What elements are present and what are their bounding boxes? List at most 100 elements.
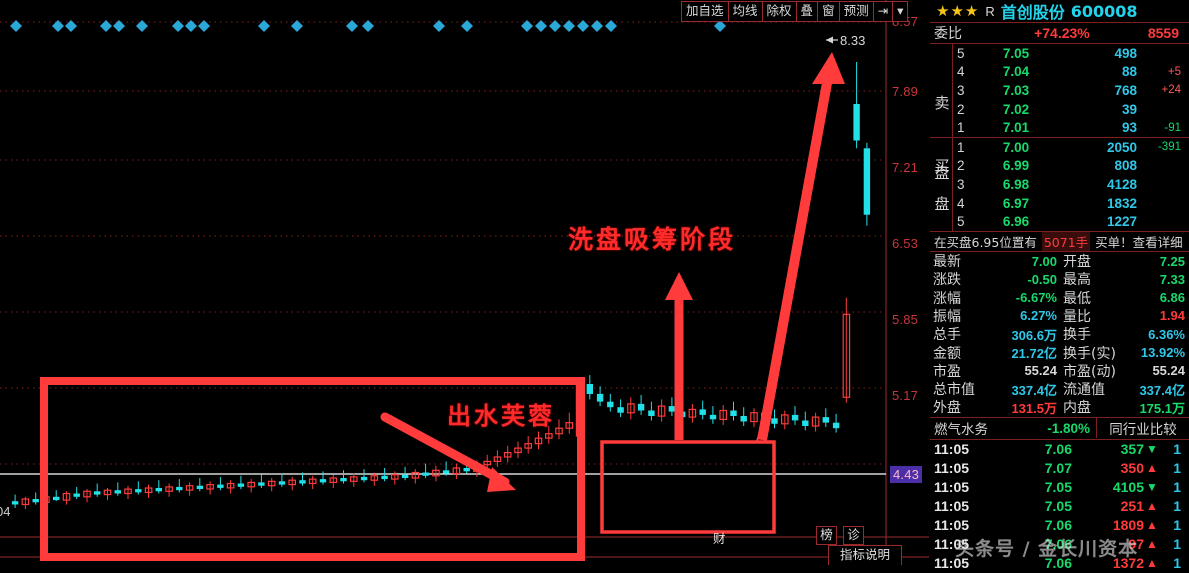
buy-row[interactable]: 5 6.96 1227 [953, 212, 1189, 231]
date-axis-label: 04 [0, 504, 11, 519]
tick-price: 7.06 [1044, 517, 1072, 534]
stat-row: 涨幅 -6.67% 最低 6.86 [930, 289, 1189, 307]
tick-count: 1 [1173, 498, 1181, 515]
toolbar-button-moving-average[interactable]: 均线 [729, 2, 763, 21]
quantity: 1832 [1106, 195, 1137, 211]
sector-row[interactable]: 燃气水务 -1.80% 同行业比较 [930, 418, 1189, 440]
order-ratio-value: +74.23% [1034, 25, 1090, 41]
price-tick-5: 5.17 [892, 388, 919, 403]
tick-volume: 97 [1128, 536, 1144, 553]
sell-row[interactable]: 4 7.04 88 +5 [953, 63, 1189, 82]
toolbar-button-adjust-rights[interactable]: 除权 [763, 2, 797, 21]
price-tick-3: 6.53 [892, 236, 919, 251]
buy-rows[interactable]: 1 7.00 2050 -391 2 6.99 808 3 6.98 4128 4 6.97 1832 5… [952, 137, 1189, 231]
tick-time: 11:05 [934, 536, 970, 553]
tick-time: 11:05 [934, 441, 970, 458]
stat-key2: 最高 [1063, 272, 1091, 289]
tick-count: 1 [1173, 460, 1181, 477]
large-order-notice[interactable]: 在买盘6.95位置有 5071手 买单！查看详细 [930, 231, 1189, 252]
stock-name: 首创股份 [1000, 3, 1065, 22]
toolbar-button-forecast[interactable]: 预测 [840, 2, 874, 21]
diagnose-button[interactable]: 诊 [843, 526, 864, 545]
toolbar-button-window[interactable]: 窗 [818, 2, 840, 21]
annotation-box-base [40, 377, 585, 561]
tick-volume: 4105 [1112, 479, 1144, 496]
sell-rows[interactable]: 5 7.05 498 4 7.04 88 +5 3 7.03 768 +24 2 7.02 39 1 7.01… [952, 44, 1189, 137]
tick-row[interactable]: 11:05 7.06 1809 ▲ 1 [930, 516, 1189, 535]
price: 6.99 [1002, 158, 1030, 174]
stat-value2: 6.86 [1159, 290, 1185, 306]
tick-price: 7.05 [1044, 479, 1072, 496]
buy-row[interactable]: 1 7.00 2050 -391 [953, 138, 1189, 157]
tick-direction-icon: ▼ [1146, 442, 1158, 457]
buy-row[interactable]: 4 6.97 1832 [953, 194, 1189, 213]
stat-key: 金额 [933, 345, 961, 362]
sell-row[interactable]: 5 7.05 498 [953, 44, 1189, 63]
toolbar-button-add-watchlist[interactable]: 加自选 [682, 2, 729, 21]
watermark: 头条号 / 金长川资本 [955, 538, 1139, 560]
tick-price: 7.06 [1044, 536, 1072, 553]
sell-row[interactable]: 1 7.01 93 -91 [953, 118, 1189, 137]
tick-count: 1 [1173, 536, 1181, 553]
stat-row: 最新 7.00 开盘 7.25 [930, 252, 1189, 271]
annotation-box-washout [600, 440, 776, 534]
chart-toolbar[interactable]: 加自选 均线 除权 叠 窗 预测 ⇥ ▾ [681, 1, 909, 22]
tick-direction-icon: ▲ [1146, 556, 1158, 571]
delta: +5 [1167, 65, 1181, 78]
stat-key: 最新 [933, 254, 961, 271]
sell-row[interactable]: 3 7.03 768 +24 [953, 81, 1189, 100]
toolbar-button-overlay[interactable]: 叠 [797, 2, 819, 21]
peak-price-label: 8.33 [840, 33, 866, 48]
notice-suffix[interactable]: 买单！查看详细 [1095, 234, 1183, 250]
level: 4 [957, 64, 965, 80]
tick-direction-icon: ▼ [1146, 480, 1158, 495]
order-ratio-volume: 8559 [1147, 25, 1179, 41]
order-book[interactable]: 卖盘 5 7.05 498 4 7.04 88 +5 3 7.03 768 +24 2 7.02 39 1 7… [930, 44, 1189, 232]
sell-side-caption: 卖盘 [934, 94, 950, 182]
price: 7.04 [1002, 64, 1030, 80]
order-ratio-row: 委比 +74.23% 8559 [930, 22, 1189, 44]
level: 2 [957, 101, 965, 117]
tick-volume: 357 [1120, 441, 1144, 458]
buy-row[interactable]: 2 6.99 808 [953, 157, 1189, 176]
level: 2 [957, 158, 965, 174]
quantity: 2050 [1106, 139, 1137, 155]
stat-value: 131.5万 [1011, 400, 1057, 416]
stat-key2: 量比 [1063, 308, 1091, 325]
price: 7.01 [1002, 120, 1030, 136]
tick-time: 11:05 [934, 498, 970, 515]
buy-row[interactable]: 3 6.98 4128 [953, 175, 1189, 194]
ranking-button[interactable]: 榜 [816, 526, 837, 545]
tick-direction-icon: ▲ [1146, 461, 1158, 476]
quantity: 93 [1121, 120, 1137, 136]
toolbar-next-icon[interactable]: ⇥ [874, 2, 894, 21]
stat-value: 337.4亿 [1011, 382, 1057, 398]
stat-value: 6.27% [1020, 308, 1057, 324]
buy-side-caption: 买盘 [934, 156, 950, 213]
stat-row: 涨跌 -0.50 最高 7.33 [930, 270, 1189, 289]
indicator-help-button[interactable]: 指标说明 [828, 545, 902, 565]
tick-price: 7.06 [1044, 441, 1072, 458]
sell-row[interactable]: 2 7.02 39 [953, 100, 1189, 119]
delta: -391 [1157, 141, 1181, 154]
tick-count: 1 [1173, 517, 1181, 534]
tick-row[interactable]: 11:05 7.06 357 ▼ 1 [930, 440, 1189, 459]
tick-list[interactable]: 11:05 7.06 357 ▼ 1 11:05 7.07 350 ▲ 1 11:05 7.05 410… [930, 440, 1189, 573]
price-tick-4: 5.85 [892, 312, 919, 327]
quantity: 768 [1114, 82, 1137, 98]
tick-row[interactable]: 11:05 7.05 251 ▲ 1 [930, 497, 1189, 516]
stat-value2: 175.1万 [1139, 400, 1185, 416]
stat-key2: 内盘 [1063, 400, 1091, 417]
stat-row: 总市值 337.4亿 流通值 337.4亿 [930, 380, 1189, 398]
stat-key: 涨跌 [933, 272, 961, 289]
delta: +24 [1161, 84, 1181, 97]
tick-row[interactable]: 11:05 7.06 97 ▲ 1 [930, 535, 1189, 554]
tick-count: 1 [1173, 441, 1181, 458]
tick-row[interactable]: 11:05 7.07 350 ▲ 1 [930, 459, 1189, 478]
stat-value2: 13.92% [1140, 345, 1185, 361]
kline-chart-panel[interactable]: 8.57 7.89 7.21 6.53 5.85 5.17 4.43 8.33 … [0, 0, 930, 565]
chevron-down-icon[interactable]: ▾ [897, 3, 904, 18]
tick-row[interactable]: 11:05 7.05 4105 ▼ 1 [930, 478, 1189, 497]
order-ratio-label: 委比 [934, 26, 962, 42]
sector-compare-button[interactable]: 同行业比较 [1096, 418, 1189, 439]
